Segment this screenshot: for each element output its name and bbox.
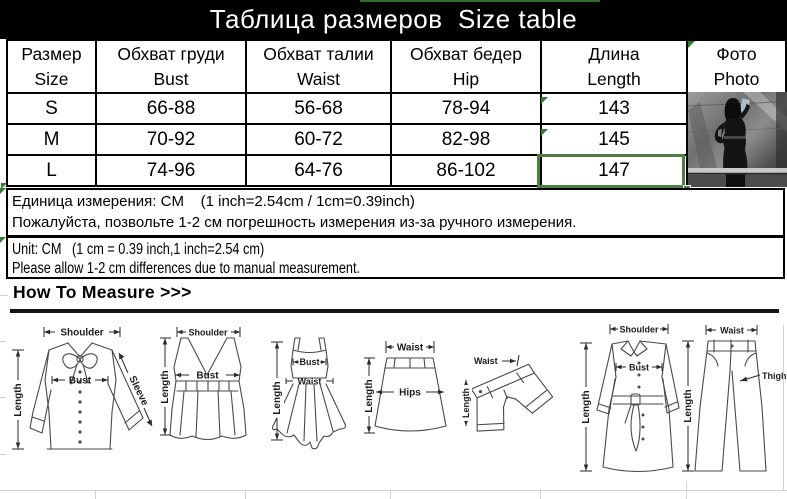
blouse-shoulder-label: Shoulder bbox=[60, 328, 103, 339]
dress-diagram: Bust Waist Length bbox=[270, 337, 346, 450]
vest-length-label: Length bbox=[160, 370, 171, 403]
cell-s-hip: 78-94 bbox=[390, 92, 542, 125]
header-length: Длина Length bbox=[540, 39, 688, 94]
header-waist: Обхват талии Waist bbox=[245, 39, 392, 94]
header-size: Размер Size bbox=[6, 39, 97, 94]
unit-note-ru: Единица измерения: CM (1 inch=2.54cm / 1… bbox=[6, 188, 785, 237]
shorts-waist-label: Waist bbox=[474, 356, 498, 366]
gridline-vertical bbox=[245, 491, 246, 499]
trousers-thigh-label: Thigh bbox=[762, 371, 787, 381]
cell-m-length: 145 bbox=[540, 123, 688, 156]
table-row-m: M 70-92 60-72 82-98 145 bbox=[6, 123, 786, 156]
cell-l-length: 147 bbox=[540, 154, 688, 187]
cell-l-bust: 74-96 bbox=[95, 154, 247, 187]
header-length-en: Length bbox=[587, 68, 641, 89]
gridline-dash bbox=[0, 341, 6, 342]
header-size-en: Size bbox=[34, 68, 69, 89]
skirt-hips-label: Hips bbox=[399, 388, 421, 399]
header-photo-ru: Фото bbox=[716, 43, 757, 64]
vest-top-diagram: Shoulder Length Bust bbox=[160, 327, 247, 441]
model-photo-art bbox=[687, 92, 787, 187]
unit-note-en-line2: Please allow 1-2 cm differences due to m… bbox=[12, 260, 361, 277]
how-to-measure-heading: How To Measure >>> bbox=[13, 282, 192, 302]
dress-waist-label: Waist bbox=[298, 377, 322, 387]
title-green-streak bbox=[360, 0, 600, 2]
trousers-diagram: Waist Thigh Length bbox=[681, 325, 787, 472]
header-row: Размер Size Обхват груди Bust Обхват тал… bbox=[6, 39, 787, 94]
header-hip: Обхват бедер Hip bbox=[390, 39, 542, 94]
unit-note-ru-line2: Пожалуйста, позвольте 1-2 см погрешность… bbox=[12, 214, 577, 231]
cell-error-indicator bbox=[541, 97, 548, 104]
blouse-sleeve-label: Sleeve bbox=[126, 374, 150, 408]
cell-error-indicator bbox=[1, 183, 7, 189]
blouse-length-label: Length bbox=[13, 383, 24, 416]
size-table: Размер Size Обхват груди Bust Обхват тал… bbox=[6, 39, 787, 187]
header-bust: Обхват груди Bust bbox=[95, 39, 247, 94]
coat-length-label: Length bbox=[581, 390, 592, 423]
shorts-diagram: Waist Length bbox=[460, 354, 554, 432]
dress-length-label: Length bbox=[272, 381, 283, 414]
gridline-dash bbox=[0, 397, 6, 398]
header-hip-ru: Обхват бедер bbox=[410, 43, 522, 64]
coat-bust-label: Bust bbox=[629, 363, 649, 373]
gridline-vertical bbox=[686, 481, 687, 499]
skirt-waist-label: Waist bbox=[397, 343, 424, 354]
selected-cell-outline[interactable] bbox=[537, 154, 685, 188]
header-size-ru: Размер bbox=[21, 43, 82, 64]
table-row-s: S 66-88 56-68 78-94 143 bbox=[6, 92, 787, 187]
blouse-diagram: Shoulder Length Bust Sleeve bbox=[11, 327, 153, 450]
blouse-bust-label: Bust bbox=[69, 376, 92, 387]
header-hip-en: Hip bbox=[452, 68, 480, 89]
vest-bust-label: Bust bbox=[196, 371, 219, 382]
unit-note-ru-line1: Единица измерения: CM (1 inch=2.54cm / 1… bbox=[12, 193, 415, 210]
unit-note-en-line1: Unit: CM (1 cm = 0.39 inch,1 inch=2.54 c… bbox=[12, 241, 265, 258]
cell-error-indicator bbox=[0, 188, 6, 194]
trousers-waist-label: Waist bbox=[720, 326, 744, 336]
header-waist-en: Waist bbox=[296, 68, 341, 89]
cell-m-bust: 70-92 bbox=[95, 123, 247, 156]
cell-l-waist: 64-76 bbox=[245, 154, 392, 187]
cell-s-bust: 66-88 bbox=[95, 92, 247, 125]
cell-s-waist: 56-68 bbox=[245, 92, 392, 125]
gridline-vertical bbox=[540, 491, 541, 499]
gridline-horizontal bbox=[0, 490, 787, 491]
trousers-length-label: Length bbox=[683, 389, 694, 422]
gridline-dash bbox=[0, 295, 8, 296]
gridline-vertical bbox=[95, 491, 96, 499]
unit-note-en: Unit: CM (1 cm = 0.39 inch,1 inch=2.54 c… bbox=[6, 236, 785, 279]
cell-m-waist: 60-72 bbox=[245, 123, 392, 156]
cell-m-size: M bbox=[6, 123, 97, 156]
gridline-vertical bbox=[390, 491, 391, 499]
cell-s-length: 143 bbox=[540, 92, 688, 125]
table-row-l: L 74-96 64-76 86-102 147 bbox=[6, 154, 786, 187]
header-bust-en: Bust bbox=[153, 68, 189, 89]
cell-s-size: S bbox=[6, 92, 97, 125]
header-length-ru: Длина bbox=[588, 43, 640, 64]
coat-shoulder-label: Shoulder bbox=[619, 325, 658, 335]
header-photo-en: Photo bbox=[713, 68, 760, 89]
title-bar: Таблица размеров Size table bbox=[0, 0, 787, 39]
cell-m-hip: 82-98 bbox=[390, 123, 542, 156]
page-title: Таблица размеров Size table bbox=[209, 4, 578, 34]
gridline-vertical bbox=[783, 325, 784, 490]
cell-l-hip: 86-102 bbox=[390, 154, 542, 187]
model-photo bbox=[687, 92, 787, 187]
header-bust-ru: Обхват груди bbox=[117, 43, 225, 64]
header-photo: Фото Photo bbox=[686, 39, 787, 94]
coat-diagram: Shoulder Bust Length bbox=[579, 324, 680, 472]
heading-underline bbox=[10, 309, 779, 313]
cell-error-indicator bbox=[688, 41, 695, 48]
header-waist-ru: Обхват талии bbox=[263, 43, 374, 64]
gridline-dash bbox=[0, 454, 6, 455]
cell-error-indicator bbox=[541, 129, 548, 136]
cell-error-indicator bbox=[0, 237, 6, 243]
skirt-length-label: Length bbox=[364, 379, 375, 412]
shorts-length-label: Length bbox=[461, 388, 471, 418]
skirt-diagram: Waist Hips Length bbox=[363, 341, 447, 434]
cell-l-size: L bbox=[6, 154, 97, 187]
vest-shoulder-label: Shoulder bbox=[188, 328, 227, 338]
dress-bust-label: Bust bbox=[300, 357, 320, 367]
